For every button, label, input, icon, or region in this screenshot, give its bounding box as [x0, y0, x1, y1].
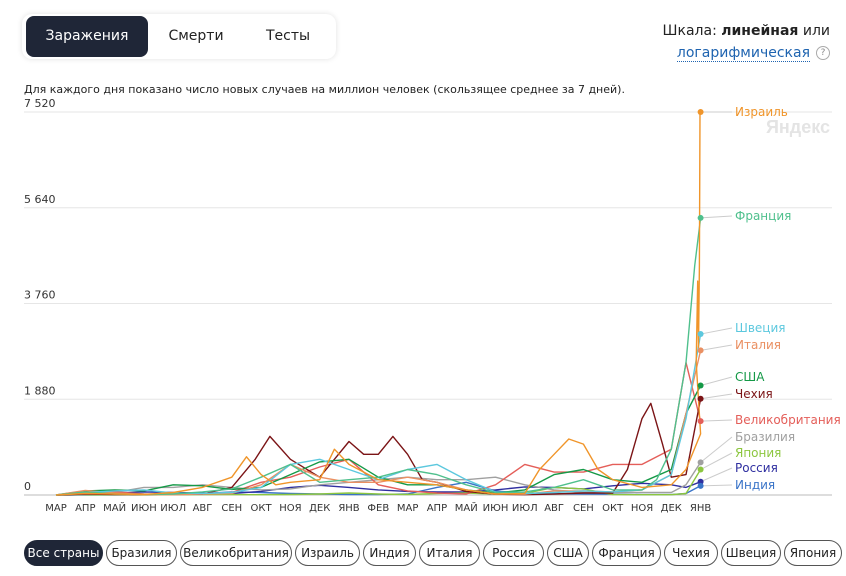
x-tick-label: ЯНВ — [338, 503, 359, 514]
series-end-point — [697, 482, 704, 489]
series-end-label: Италия — [735, 338, 781, 352]
series-end-point — [697, 214, 704, 221]
x-tick-label: МАР — [45, 503, 67, 514]
x-tick-label: ДЕК — [661, 503, 682, 514]
label-leader — [700, 436, 733, 463]
x-tick-label: СЕН — [221, 503, 242, 514]
series-end-point — [697, 395, 704, 402]
x-tick-label: ИЮЛ — [160, 503, 186, 514]
country-pill[interactable]: Италия — [419, 540, 480, 566]
x-tick-label: ИЮН — [483, 503, 509, 514]
x-tick-label: МАР — [397, 503, 419, 514]
x-tick-label: АПР — [427, 503, 447, 514]
x-tick-label: ДЕК — [309, 503, 330, 514]
country-pill[interactable]: Великобритания — [180, 540, 292, 566]
country-pill[interactable]: Бразилия — [106, 540, 177, 566]
x-tick-label: НОЯ — [279, 503, 301, 514]
series-end-label: Франция — [735, 209, 791, 223]
y-tick-label: 0 — [24, 480, 31, 493]
y-tick-label: 5 640 — [24, 193, 56, 206]
country-pill[interactable]: Япония — [784, 540, 842, 566]
metric-tabs: Заражения Смерти Тесты — [22, 14, 336, 59]
x-tick-label: АВГ — [544, 503, 564, 514]
x-tick-label: ОКТ — [602, 503, 624, 514]
series-end-label: Швеция — [735, 321, 785, 335]
x-tick-label: АВГ — [193, 503, 213, 514]
label-leader — [700, 467, 733, 483]
series-end-label: Россия — [735, 461, 778, 475]
country-pill[interactable]: США — [547, 540, 589, 566]
series-end-label: Бразилия — [735, 430, 795, 444]
series-end-point — [697, 382, 704, 389]
country-pill[interactable]: Израиль — [295, 540, 360, 566]
series-line — [55, 398, 702, 496]
x-tick-label: МАЙ — [103, 501, 126, 514]
series-end-label: США — [735, 370, 765, 384]
series-end-label: Чехия — [735, 387, 773, 401]
label-leader — [700, 452, 733, 470]
chart-note: Для каждого дня показано число новых слу… — [24, 83, 625, 96]
series-line — [55, 462, 702, 496]
watermark-logo: Яндекс — [766, 117, 830, 137]
series-end-point — [697, 466, 704, 473]
series-line — [55, 217, 702, 496]
x-tick-label: ОКТ — [251, 503, 273, 514]
x-tick-label: НОЯ — [631, 503, 653, 514]
series-end-label: Индия — [735, 478, 775, 492]
x-tick-label: ФЕВ — [367, 503, 389, 514]
scale-log-link[interactable]: логарифмическая — [676, 45, 810, 62]
x-tick-label: ИЮЛ — [512, 503, 538, 514]
label-leader — [700, 327, 733, 335]
scale-switcher: Шкала: линейная или логарифмическая? — [663, 20, 830, 64]
help-icon[interactable]: ? — [816, 46, 830, 60]
tab-deaths[interactable]: Смерти — [168, 28, 224, 44]
label-leader — [700, 393, 733, 400]
x-tick-label: ИЮН — [131, 503, 157, 514]
series-end-point — [697, 418, 704, 425]
country-pill[interactable]: Чехия — [664, 540, 718, 566]
country-pill[interactable]: Франция — [592, 540, 661, 566]
series-line — [55, 385, 702, 496]
series-end-point — [697, 331, 704, 338]
country-pill[interactable]: Все страны — [24, 540, 103, 566]
country-pill[interactable]: Индия — [363, 540, 416, 566]
series-end-point — [697, 459, 704, 466]
scale-or: или — [802, 23, 830, 39]
scale-linear: линейная — [721, 23, 799, 39]
series-line — [55, 361, 702, 496]
label-leader — [700, 419, 733, 422]
series-end-point — [697, 347, 704, 354]
y-tick-label: 3 760 — [24, 289, 56, 302]
x-tick-label: ЯНВ — [690, 503, 711, 514]
scale-prefix: Шкала: — [662, 23, 717, 39]
country-pill[interactable]: Швеция — [721, 540, 781, 566]
y-tick-label: 7 520 — [24, 97, 56, 110]
series-end-label: Израиль — [735, 105, 788, 119]
label-leader — [700, 344, 733, 351]
label-leader — [700, 376, 733, 386]
y-tick-label: 1 880 — [24, 384, 56, 397]
country-pill[interactable]: Россия — [483, 540, 544, 566]
series-end-label: Япония — [735, 446, 781, 460]
tab-infections[interactable]: Заражения — [26, 16, 148, 57]
series-end-label: Великобритания — [735, 413, 841, 427]
label-leader — [700, 484, 733, 487]
x-tick-label: АПР — [75, 503, 95, 514]
label-leader — [700, 215, 733, 219]
tab-tests[interactable]: Тесты — [265, 28, 311, 44]
x-tick-label: СЕН — [573, 503, 594, 514]
series-line — [55, 333, 702, 496]
x-tick-label: МАЙ — [455, 501, 478, 514]
series-end-point — [697, 109, 704, 115]
